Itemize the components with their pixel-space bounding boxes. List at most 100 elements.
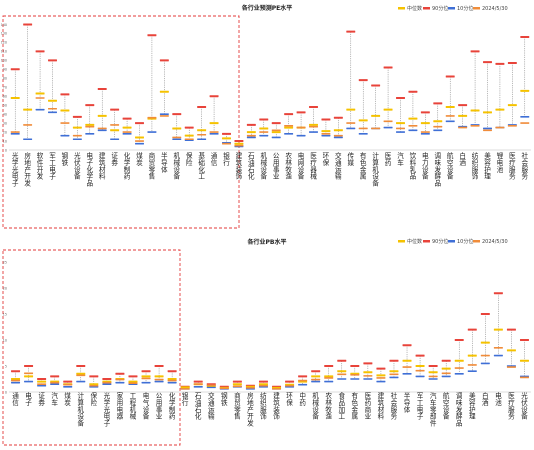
p90-mark	[441, 359, 451, 362]
p10-mark	[445, 120, 455, 123]
y-tick-label: 140	[1, 23, 7, 27]
p90-mark	[246, 123, 256, 126]
legend-p10-label: 10分位	[457, 238, 473, 245]
median-mark	[284, 126, 294, 129]
p90-mark	[135, 122, 144, 125]
p10-mark	[24, 380, 34, 383]
p90-mark	[445, 75, 455, 78]
legend-p10-swatch	[448, 7, 455, 10]
p10-mark	[298, 383, 308, 386]
p10-mark	[284, 133, 294, 135]
current-mark	[97, 127, 107, 130]
p10-mark	[102, 383, 112, 385]
x-category-label: 家用电器	[117, 391, 124, 421]
p90-mark	[209, 95, 219, 98]
pe-marks	[10, 23, 530, 148]
p10-mark	[259, 134, 269, 137]
median-mark	[184, 134, 194, 137]
p90-mark	[285, 380, 295, 383]
median-mark	[97, 114, 107, 117]
median-mark	[371, 114, 381, 117]
p90-mark	[48, 59, 57, 62]
median-mark	[507, 104, 517, 107]
p10-mark	[85, 133, 95, 135]
current-mark	[193, 383, 203, 385]
median-mark	[506, 349, 516, 352]
pe-highlight-frame	[2, 15, 240, 229]
p90-mark	[428, 365, 438, 367]
x-category-label: 工程机械	[130, 392, 137, 421]
y-tick-label: 70	[3, 86, 7, 90]
x-category-label: 光学光电子	[104, 391, 111, 428]
current-mark	[458, 126, 468, 129]
p90-mark	[493, 292, 503, 295]
y-tick-label: 10	[3, 139, 7, 143]
x-category-label: 光伏设备	[74, 151, 81, 181]
y-tick-label: 120	[1, 41, 7, 45]
median-mark	[396, 122, 405, 125]
p10-mark	[350, 378, 360, 380]
x-category-label: 半导体	[161, 151, 168, 174]
y-tick-label: 15	[3, 312, 7, 316]
current-mark	[259, 131, 269, 133]
p90-mark	[35, 50, 45, 53]
median-mark	[172, 127, 182, 130]
p90-mark	[259, 118, 269, 121]
current-mark	[110, 124, 120, 126]
current-mark	[271, 129, 281, 132]
y-tick-label: 0	[5, 148, 7, 152]
median-mark	[271, 131, 281, 134]
current-mark	[441, 372, 451, 375]
p90-mark	[389, 359, 399, 362]
p10-mark	[122, 133, 132, 135]
x-category-label: 调味发酵品	[456, 391, 463, 428]
p10-mark	[396, 131, 405, 133]
x-category-label: 白酒	[459, 151, 466, 167]
y-tick-label: 110	[1, 50, 7, 54]
legend-p90-swatch	[423, 7, 430, 10]
current-mark	[470, 124, 480, 127]
p90-mark	[232, 380, 242, 383]
p90-mark	[298, 375, 308, 378]
p10-mark	[37, 384, 47, 387]
current-mark	[23, 124, 33, 126]
p90-mark	[110, 108, 120, 111]
p90-mark	[154, 365, 164, 367]
p10-mark	[97, 129, 107, 132]
current-mark	[102, 381, 112, 384]
x-category-label: 纺织服饰	[260, 391, 267, 421]
p10-mark	[363, 378, 373, 380]
current-mark	[48, 107, 57, 110]
current-mark	[285, 384, 295, 387]
x-category-label: 煤炭	[64, 391, 71, 407]
y-tick-label: 30	[3, 121, 7, 125]
current-mark	[415, 369, 425, 372]
p90-mark	[467, 328, 477, 331]
p90-mark	[520, 36, 530, 39]
p90-mark	[234, 140, 244, 143]
median-mark	[337, 370, 347, 373]
x-category-label: 光伏设备	[521, 391, 528, 421]
x-category-label: 社会服务	[521, 151, 528, 181]
p90-mark	[258, 380, 268, 383]
current-mark	[506, 366, 516, 368]
p90-mark	[346, 30, 356, 33]
median-mark	[128, 380, 138, 383]
x-category-label: 化学制药	[124, 151, 131, 181]
median-mark	[428, 371, 438, 374]
current-mark	[519, 376, 529, 379]
x-category-label: 医疗服务	[509, 152, 516, 181]
median-mark	[259, 127, 269, 130]
p10-mark	[311, 380, 321, 383]
p10-mark	[428, 378, 438, 380]
p10-mark	[520, 116, 530, 118]
current-mark	[272, 388, 282, 390]
current-mark	[408, 124, 418, 127]
p90-mark	[159, 59, 169, 62]
p10-mark	[483, 127, 492, 130]
x-category-label: 保险	[91, 391, 98, 407]
pb-y-axis: 0 5 10 15 20 25	[3, 260, 531, 394]
current-mark	[11, 379, 21, 382]
p90-mark	[371, 84, 381, 87]
x-category-label: 航空设备	[447, 151, 454, 181]
